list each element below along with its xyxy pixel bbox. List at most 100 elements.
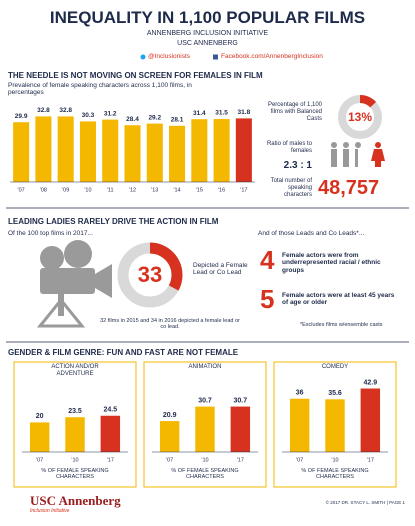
bar xyxy=(169,125,186,182)
value-label: 28.1 xyxy=(171,117,184,124)
x-tick-label: '13 xyxy=(151,187,158,193)
value-label: 28.4 xyxy=(126,116,139,123)
value-label: 30.3 xyxy=(82,112,95,119)
value-label: 42.9 xyxy=(364,379,378,386)
bar xyxy=(124,125,141,182)
footnote: *Excludes films w/ensemble casts xyxy=(300,322,383,328)
bar xyxy=(65,417,85,452)
chart-title: COMEDY xyxy=(321,364,349,370)
x-tick-label: '14 xyxy=(173,187,180,193)
value-label: 35.6 xyxy=(328,390,342,397)
stat-label: Ratio of males to females xyxy=(266,141,312,154)
donut-value: 13% xyxy=(348,110,372,124)
camera-icon xyxy=(36,240,112,328)
facebook[interactable]: Facebook.com/AnnenbergInclusion xyxy=(221,53,323,60)
bar xyxy=(360,388,381,452)
axis-label: % OF FEMALE SPEAKING CHARACTERS xyxy=(41,468,109,481)
bar xyxy=(213,119,230,182)
copyright: © 2017 DR. STACY L. SMITH | PAGE 1 xyxy=(325,500,405,505)
bar xyxy=(159,421,180,452)
x-tick-label: '11 xyxy=(107,187,114,193)
x-tick-label: '12 xyxy=(129,187,136,193)
x-tick-label: '09 xyxy=(62,187,69,193)
x-tick-label: '07 xyxy=(36,457,43,463)
bar xyxy=(57,116,74,182)
twitter[interactable]: @Inclusionists xyxy=(148,53,191,60)
lead-number: 5 xyxy=(260,284,275,314)
x-tick-label: '07 xyxy=(296,457,303,463)
title: INEQUALITY IN 1,100 POPULAR FILMS xyxy=(49,8,366,27)
bar xyxy=(100,415,121,452)
value-label: 30.7 xyxy=(234,397,248,404)
section-heading: LEADING LADIES RARELY DRIVE THE ACTION I… xyxy=(8,217,219,226)
bar xyxy=(13,122,30,182)
total: 48,757 xyxy=(318,177,380,199)
intro: And of those Leads and Co Leads*... xyxy=(258,230,365,237)
lead-text: Female actors were from underrepresented… xyxy=(282,252,381,274)
donut-caption: Depicted a Female Lead or Co Lead xyxy=(193,262,248,277)
donut-slice xyxy=(149,242,183,291)
x-tick-label: '10 xyxy=(331,457,338,463)
x-tick-label: '08 xyxy=(40,187,47,193)
value-label: 32.8 xyxy=(37,107,50,114)
value-label: 31.2 xyxy=(104,110,117,117)
lead-number: 4 xyxy=(260,245,275,275)
bar xyxy=(195,406,215,452)
value-label: 36 xyxy=(296,390,304,397)
intro: Of the 100 top films in 2017... xyxy=(8,230,93,237)
value-label: 20.9 xyxy=(163,412,177,419)
people-icons xyxy=(331,142,361,167)
footer-logo: USC Annenberg xyxy=(30,493,121,508)
value-label: 32.8 xyxy=(59,107,72,114)
bar xyxy=(35,116,52,182)
note: 32 films in 2015 and 34 in 2016 depicted… xyxy=(100,318,240,331)
donut-value: 33 xyxy=(138,262,162,287)
section-heading: GENDER & FILM GENRE: FUN AND FAST ARE NO… xyxy=(8,348,239,357)
org: ANNENBERG INCLUSION INITIATIVE xyxy=(146,30,269,37)
axis-label: % OF FEMALE SPEAKING CHARACTERS xyxy=(171,468,239,481)
school: USC ANNENBERG xyxy=(177,40,238,47)
value-label: 29.9 xyxy=(15,113,28,120)
value-label: 24.5 xyxy=(104,407,118,414)
value-label: 29.2 xyxy=(148,114,161,121)
bar xyxy=(289,398,310,452)
value-label: 30.7 xyxy=(198,397,212,404)
value-label: 23.5 xyxy=(68,408,82,415)
value-label: 31.8 xyxy=(238,109,251,116)
bar xyxy=(230,406,251,452)
x-tick-label: '10 xyxy=(84,187,91,193)
genre-frames xyxy=(13,361,397,488)
donut-slice xyxy=(359,95,377,108)
x-tick-label: '10 xyxy=(201,457,208,463)
footer-sub: Inclusion Initiative xyxy=(30,508,70,514)
female-icon xyxy=(371,142,385,167)
x-tick-label: '16 xyxy=(218,187,225,193)
social-icons xyxy=(140,54,218,60)
x-tick-label: '07 xyxy=(18,187,25,193)
section-heading: THE NEEDLE IS NOT MOVING ON SCREEN FOR F… xyxy=(8,71,263,80)
x-tick-label: '17 xyxy=(367,457,374,463)
chart-title: ACTION AND/OR ADVENTURE xyxy=(51,364,99,377)
x-tick-label: '07 xyxy=(166,457,173,463)
value-label: 20 xyxy=(36,413,44,420)
chart-subtitle: Prevalence of female speaking characters… xyxy=(8,82,192,97)
value-label: 31.4 xyxy=(193,110,206,117)
axis-label: % OF FEMALE SPEAKING CHARACTERS xyxy=(301,468,369,481)
bar xyxy=(29,422,50,452)
value-label: 31.5 xyxy=(215,110,228,117)
stat-label: Total number of speaking characters xyxy=(270,178,312,198)
x-tick-label: '10 xyxy=(71,457,78,463)
bar xyxy=(191,119,208,182)
x-tick-label: '17 xyxy=(107,457,114,463)
chart-title: ANIMATION xyxy=(188,364,222,370)
x-tick-label: '15 xyxy=(196,187,203,193)
x-tick-label: '17 xyxy=(240,187,247,193)
bar xyxy=(235,118,252,182)
x-tick-label: '17 xyxy=(237,457,244,463)
ratio: 2.3 : 1 xyxy=(283,160,312,171)
lead-text: Female actors were at least 45 years of … xyxy=(282,292,395,307)
stat-label: Percentage of 1,100 films with Balanced … xyxy=(267,102,322,122)
bar xyxy=(146,123,163,182)
bar xyxy=(102,119,119,182)
